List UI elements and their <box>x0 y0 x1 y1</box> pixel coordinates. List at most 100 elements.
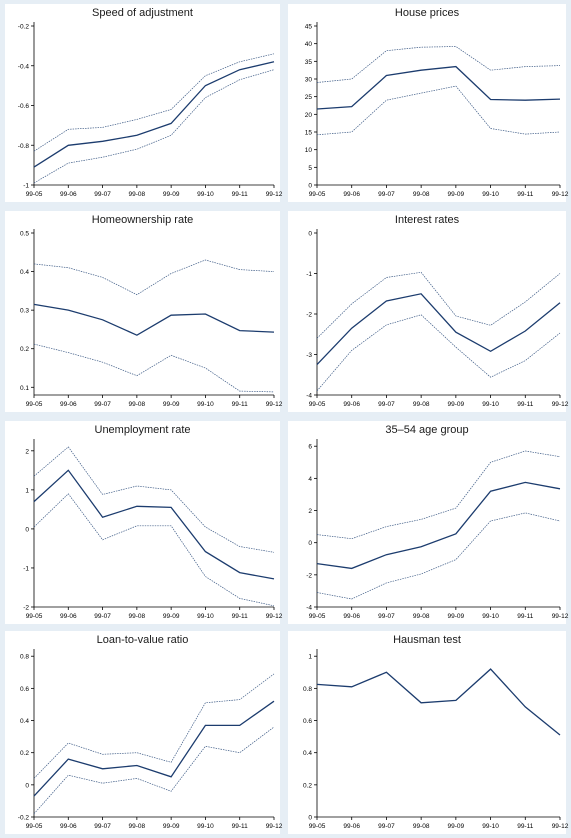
x-tick-label: 99-08 <box>129 613 146 620</box>
x-tick-label: 99-12 <box>266 401 283 408</box>
x-tick-label: 99-11 <box>517 401 534 408</box>
x-tick-label: 99-07 <box>94 401 111 408</box>
x-tick-label: 99-12 <box>552 613 569 620</box>
y-tick-label: 0.5 <box>20 231 29 238</box>
x-tick-label: 99-09 <box>163 613 180 620</box>
chart-hausman: 0 0.2 0.4 0.6 0.8 1 99-05 99-06 99-07 99-08 99-09 9… <box>303 649 569 830</box>
y-tick-label: 0.4 <box>20 718 29 725</box>
y-tick-label: -0.2 <box>18 815 30 822</box>
series-line-estimate <box>316 65 561 110</box>
x-tick-label: 99-07 <box>378 401 395 408</box>
chart-unemployment: -2 -1 0 1 2 99-05 99-06 99-07 99-08 99-09 99-10 99-… <box>23 439 283 620</box>
x-tick-label: 99-11 <box>232 823 249 830</box>
y-tick-label: -3 <box>306 352 312 359</box>
y-tick-label: 0.1 <box>20 385 29 392</box>
y-tick-label: 15 <box>305 130 313 137</box>
x-tick-label: 99-07 <box>94 823 111 830</box>
y-tick-label: -2 <box>306 312 312 319</box>
x-tick-label: 99-05 <box>309 191 326 198</box>
x-tick-label: 99-05 <box>309 823 326 830</box>
x-tick-label: 99-10 <box>482 823 499 830</box>
x-tick-label: 99-11 <box>232 191 249 198</box>
x-tick-label: 99-06 <box>60 191 77 198</box>
x-tick-label: 99-05 <box>26 613 43 620</box>
x-tick-label: 99-10 <box>482 401 499 408</box>
series-line-lower <box>316 512 561 600</box>
chart-age-group: -4 -2 0 2 4 6 99-05 99-06 99-07 99-08 99-09 99-10 99… <box>306 439 569 620</box>
panel-title: Interest rates <box>394 214 460 226</box>
x-tick-label: 99-05 <box>26 401 43 408</box>
x-tick-label: 99-08 <box>413 191 430 198</box>
x-tick-label: 99-06 <box>343 823 360 830</box>
y-tick-label: 20 <box>305 112 313 119</box>
y-tick-label: 1 <box>25 487 29 494</box>
series-line-lower <box>33 726 275 815</box>
y-tick-label: -1 <box>306 271 312 278</box>
chart-house-prices: 0 5 10 15 20 25 30 35 40 45 99-05 99-06 99-07 99-08 99… <box>305 22 569 198</box>
y-tick-label: 0 <box>308 183 312 190</box>
y-tick-label: 0.6 <box>303 718 312 725</box>
x-tick-label: 99-12 <box>552 401 569 408</box>
series-line-estimate <box>316 293 561 366</box>
series-line-estimate <box>33 61 275 168</box>
panel-speed: Speed of adjustment -1 -0.8 -0.6 -0.4 -0.2 99… <box>5 4 283 202</box>
y-tick-label: 0 <box>308 231 312 238</box>
y-tick-label: 2 <box>308 508 312 515</box>
x-tick-label: 99-09 <box>163 401 180 408</box>
y-tick-label: -4 <box>306 605 312 612</box>
x-tick-label: 99-06 <box>343 401 360 408</box>
x-tick-label: 99-09 <box>448 191 465 198</box>
x-tick-label: 99-08 <box>413 613 430 620</box>
chart-speed: -1 -0.8 -0.6 -0.4 -0.2 99-05 99-06 99-07 99-08 99… <box>18 22 283 198</box>
series-line-upper <box>33 446 275 553</box>
series-line-estimate <box>33 700 275 797</box>
x-tick-label: 99-08 <box>129 823 146 830</box>
y-tick-label: 0.4 <box>20 269 29 276</box>
panel-age-group: 35–54 age group -4 -2 0 2 4 6 99-05 99-06 99-07 9… <box>288 421 569 624</box>
y-tick-label: -0.4 <box>18 63 30 70</box>
x-tick-label: 99-11 <box>517 613 534 620</box>
y-tick-label: 0.2 <box>303 782 312 789</box>
y-tick-label: -4 <box>306 393 312 400</box>
y-tick-label: 6 <box>308 444 312 451</box>
panel-ltv: Loan-to-value ratio -0.2 0 0.2 0.4 0.6 0.8 99-… <box>5 631 283 834</box>
x-tick-label: 99-12 <box>266 823 283 830</box>
x-tick-label: 99-10 <box>197 613 214 620</box>
series-line-upper <box>33 259 275 296</box>
panel-title: 35–54 age group <box>385 424 469 436</box>
series-line-estimate <box>33 469 275 580</box>
y-tick-label: 0.8 <box>303 686 312 693</box>
y-tick-label: 0.3 <box>20 308 29 315</box>
x-tick-label: 99-07 <box>378 613 395 620</box>
x-tick-label: 99-05 <box>309 613 326 620</box>
panel-homeownership: Homeownership rate 0.1 0.2 0.3 0.4 0.5 99-05 9… <box>5 211 283 412</box>
y-tick-label: 0.4 <box>303 750 312 757</box>
panel-title: Unemployment rate <box>94 424 191 436</box>
series-line-estimate <box>316 481 561 570</box>
series-line-lower <box>316 85 561 136</box>
x-tick-label: 99-06 <box>60 823 77 830</box>
y-tick-label: 0.2 <box>20 346 29 353</box>
y-tick-label: 0 <box>25 526 29 533</box>
x-tick-label: 99-06 <box>343 191 360 198</box>
y-tick-label: 0 <box>308 540 312 547</box>
x-tick-label: 99-10 <box>197 401 214 408</box>
x-tick-label: 99-06 <box>343 613 360 620</box>
y-tick-label: -0.8 <box>18 143 30 150</box>
y-tick-label: 4 <box>308 476 312 483</box>
series-line-lower <box>33 493 275 607</box>
series-line-upper <box>316 450 561 540</box>
panel-title: Hausman test <box>393 634 461 646</box>
y-tick-label: 10 <box>305 147 313 154</box>
series-line-upper <box>316 46 561 83</box>
x-tick-label: 99-11 <box>517 191 534 198</box>
series-line-estimate <box>316 668 561 736</box>
panel-title: Homeownership rate <box>91 214 194 226</box>
chart-interest: -4 -3 -2 -1 0 99-05 99-06 99-07 99-08 99-09 99-10 9… <box>306 229 569 408</box>
y-tick-label: 1 <box>308 654 312 661</box>
panel-house-prices: House prices 0 5 10 15 20 25 30 35 40 45 99-05 99-0… <box>288 4 569 202</box>
y-tick-label: -0.6 <box>18 103 30 110</box>
panel-hausman: Hausman test 0 0.2 0.4 0.6 0.8 1 99-05 99-06 99-… <box>288 631 569 834</box>
x-tick-label: 99-10 <box>482 191 499 198</box>
x-tick-label: 99-08 <box>129 401 146 408</box>
